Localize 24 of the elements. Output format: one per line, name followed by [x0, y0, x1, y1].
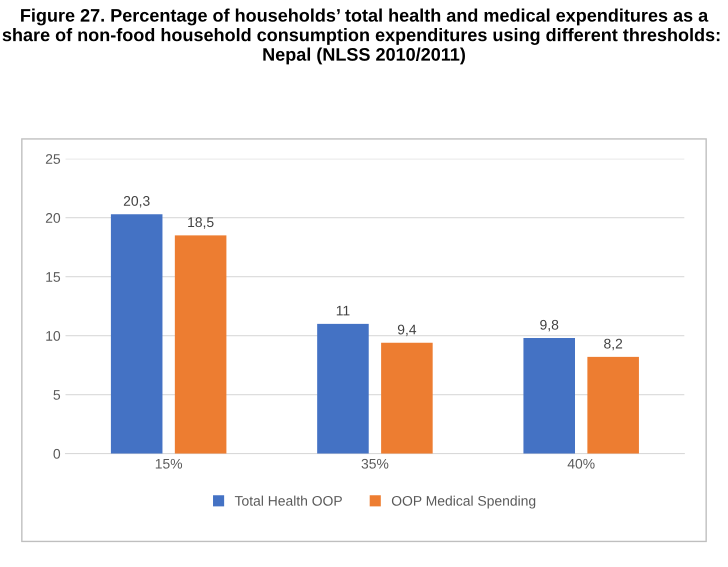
y-tick-label: 10	[46, 331, 60, 341]
data-label: 18,5	[188, 217, 214, 229]
bar	[317, 324, 369, 454]
y-tick-label: 15	[46, 272, 60, 282]
x-tick-label: 15%	[156, 458, 182, 469]
legend-label: Total Health OOP	[234, 496, 342, 506]
bar	[174, 235, 226, 454]
x-tick-label: 40%	[568, 458, 595, 469]
y-tick-label: 5	[53, 390, 60, 400]
bar	[523, 338, 575, 454]
bar	[381, 342, 433, 454]
y-tick-label: 25	[46, 154, 60, 164]
legend-label: OOP Medical Spending	[392, 496, 536, 509]
x-tick-label: 35%	[362, 458, 388, 469]
data-label: 11	[336, 306, 350, 316]
data-label: 9,4	[398, 324, 416, 336]
data-label: 20,3	[124, 196, 150, 208]
bar	[587, 356, 639, 454]
y-tick-label: 20	[46, 213, 60, 223]
bar	[110, 214, 162, 454]
data-label: 8,2	[604, 338, 622, 350]
y-tick-label: 0	[53, 448, 60, 459]
data-label: 9,8	[540, 320, 558, 332]
chart-title: Figure 27. Percentage of households’ total health and medical expenditures as a share of non-food household consumption expenditures using different thresholds: Nepal (NLSS 2010/2011)	[2, 8, 720, 64]
